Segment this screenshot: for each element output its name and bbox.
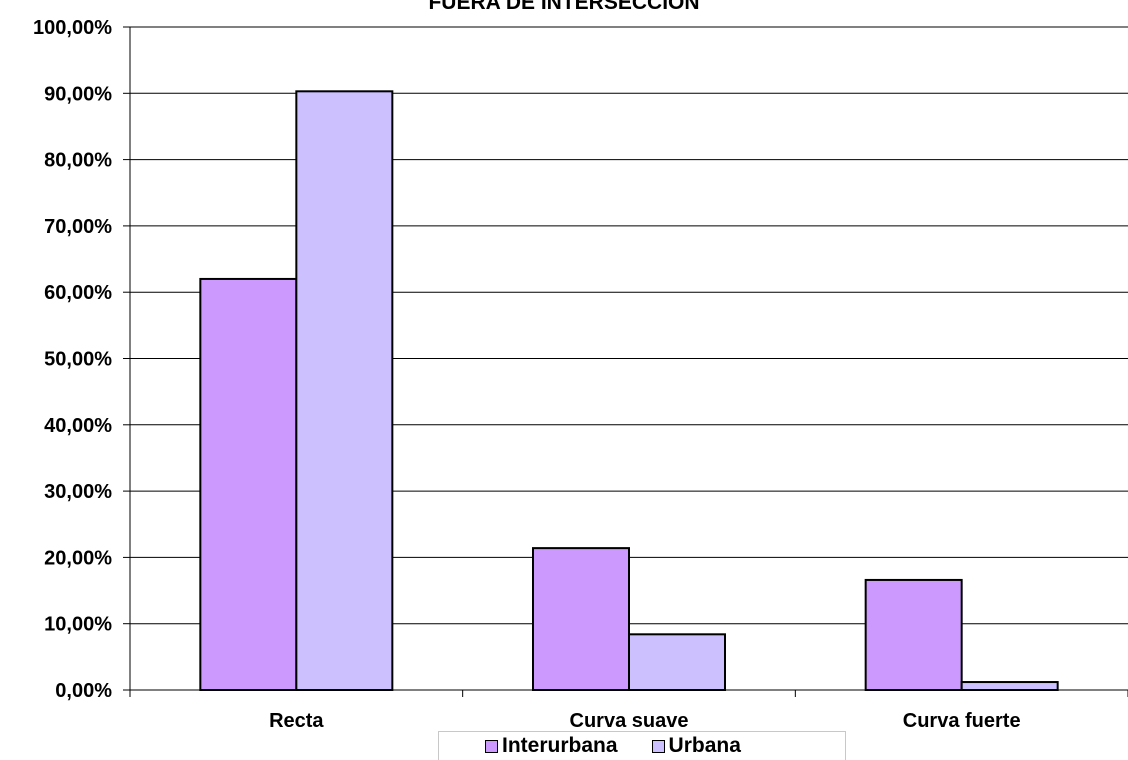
x-tick-label: Recta: [269, 710, 324, 731]
y-tick-label: 10,00%: [44, 614, 112, 636]
bar-interurbana-2: [864, 578, 963, 692]
bar-urbana-2: [960, 681, 1059, 692]
y-tick-label: 0,00%: [55, 680, 112, 702]
y-tick-label: 40,00%: [44, 415, 112, 437]
y-tick-label: 80,00%: [44, 150, 112, 172]
y-tick-label: 100,00%: [33, 17, 112, 39]
y-tick-label: 30,00%: [44, 481, 112, 503]
legend: Interurbana Urbana: [438, 731, 846, 760]
bar-interurbana-0: [199, 277, 298, 691]
legend-swatch-interurbana: [485, 739, 498, 753]
y-tick-label: 70,00%: [44, 216, 112, 238]
y-tick-label: 20,00%: [44, 547, 112, 569]
plot-area: 0,00% 10,00% 20,00% 30,00% 40,00% 50,00% 60,00…: [33, 17, 1128, 732]
y-tick-label: 50,00%: [44, 349, 112, 371]
legend-item-urbana: Urbana: [651, 734, 741, 758]
y-tick-label: 60,00%: [44, 282, 112, 304]
x-tick-label: Curva fuerte: [903, 710, 1021, 731]
y-tick-label: 90,00%: [44, 83, 112, 105]
x-tick-label: Curva suave: [570, 710, 689, 731]
bar-interurbana-1: [532, 547, 630, 691]
legend-item-interurbana: Interurbana: [485, 734, 618, 758]
legend-label-interurbana: Interurbana: [502, 734, 618, 757]
bar-urbana-1: [628, 633, 726, 691]
legend-label-urbana: Urbana: [668, 734, 741, 757]
bar-urbana-0: [295, 90, 394, 692]
chart-title: FUERA DE INTERSECCIÓN: [428, 0, 700, 14]
legend-swatch-urbana: [651, 739, 665, 753]
